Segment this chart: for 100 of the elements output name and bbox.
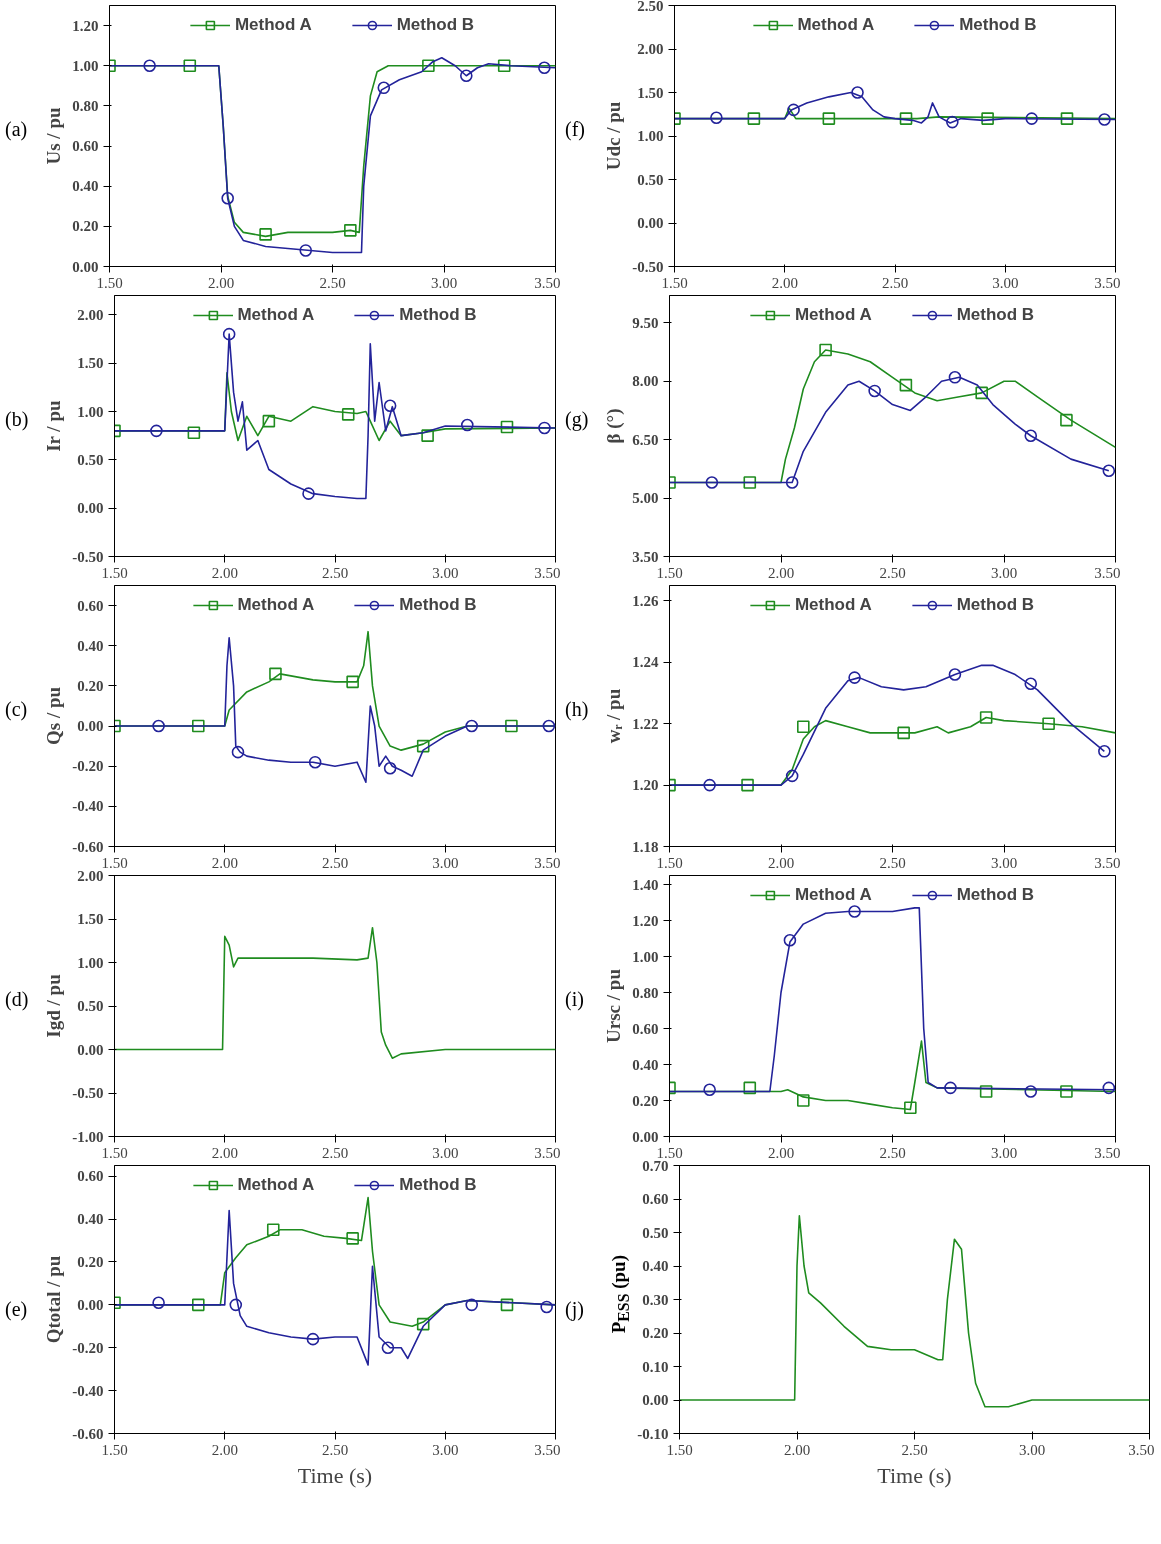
- y-tick-label: 0.60: [642, 1191, 669, 1207]
- x-tick-label: 2.50: [879, 854, 906, 871]
- x-tick-label: 2.00: [767, 854, 795, 871]
- point: [383, 761, 397, 775]
- legend-label: Method A: [794, 595, 872, 615]
- point: [904, 1101, 917, 1114]
- y-tick-label: 0.10: [642, 1358, 669, 1375]
- point: [538, 421, 551, 435]
- point: [421, 429, 434, 442]
- y-tick-label: 0.60: [77, 1168, 104, 1185]
- x-tick-label: 2.50: [321, 564, 349, 581]
- y-tick-label: 1.22: [632, 715, 659, 732]
- x-axis-title: Time (s): [877, 1462, 952, 1488]
- x-tick-label: 3.00: [990, 854, 1018, 871]
- point: [1060, 112, 1074, 125]
- y-tick-label: 0.00: [77, 1041, 104, 1058]
- y-tick-label: 0.00: [77, 1296, 104, 1313]
- y-axis-title: Ursc / pu: [603, 968, 625, 1043]
- point: [785, 476, 799, 489]
- point: [743, 1081, 757, 1095]
- y-axis-title: Us / pu: [43, 107, 65, 165]
- y-tick-label: 1.26: [632, 592, 659, 609]
- y-tick-label: 1.50: [637, 84, 664, 101]
- point: [944, 1081, 957, 1095]
- x-tick-label: 2.50: [319, 274, 346, 291]
- y-tick-label: -0.20: [72, 1339, 104, 1356]
- point: [819, 343, 832, 357]
- text: (g): [565, 407, 589, 433]
- y-tick-label: 0.40: [642, 1258, 669, 1274]
- y-tick-label: 1.20: [632, 912, 659, 929]
- x-axis-title: Time (s): [297, 1462, 373, 1488]
- y-tick-label: 1.00: [637, 128, 664, 144]
- y-tick-label: 0.20: [642, 1325, 669, 1341]
- y-tick-label: 0.60: [72, 138, 99, 155]
- text: (e): [5, 1297, 28, 1323]
- legend-label: Method A: [234, 15, 312, 35]
- x-tick-label: 2.50: [879, 1144, 906, 1161]
- y-tick-label: 0.20: [77, 1253, 104, 1270]
- point: [705, 476, 719, 489]
- text: (b): [5, 407, 29, 433]
- y-tick-label: -0.20: [72, 758, 104, 775]
- y-tick-label: 1.18: [632, 838, 659, 855]
- y-tick-label: 0.80: [632, 984, 659, 1001]
- y-tick-label: 3.50: [632, 548, 659, 565]
- y-tick-label: 0.40: [77, 637, 104, 654]
- text: (a): [5, 117, 28, 143]
- y-axis-title: Qtotal / pu: [43, 1255, 65, 1344]
- x-tick-label: 2.00: [767, 564, 795, 581]
- x-tick-label: 1.50: [101, 1441, 128, 1458]
- point: [269, 667, 282, 681]
- legend-label: Method B: [956, 305, 1035, 325]
- legend-label: Method A: [794, 305, 872, 325]
- x-tick-label: 3.50: [1094, 1144, 1121, 1161]
- y-tick-label: 0.20: [77, 677, 104, 694]
- y-axis-title: Qs / pu: [43, 686, 65, 746]
- y-tick-label: 1.00: [77, 954, 104, 971]
- y-tick-label: 2.00: [77, 306, 104, 323]
- x-tick-label: 1.50: [656, 854, 683, 871]
- y-tick-label: 2.50: [637, 0, 664, 14]
- y-axis-title: Ir / pu: [43, 400, 65, 452]
- x-tick-label: 2.00: [207, 274, 235, 291]
- point: [183, 59, 197, 73]
- point: [981, 112, 994, 125]
- point: [299, 244, 313, 257]
- point: [747, 112, 761, 125]
- x-tick-label: 2.00: [783, 1441, 811, 1458]
- x-tick-label: 1.50: [101, 564, 128, 581]
- point: [703, 1083, 716, 1096]
- point: [191, 719, 205, 733]
- x-tick-label: 3.50: [1094, 854, 1121, 871]
- y-axis-title: β (°): [603, 408, 626, 444]
- y-tick-label: 9.50: [632, 314, 659, 331]
- x-tick-label: 2.00: [211, 1144, 238, 1161]
- point: [538, 61, 551, 75]
- x-tick-label: 1.50: [101, 854, 128, 871]
- x-tick-label: 2.00: [211, 1441, 238, 1458]
- y-tick-label: -0.60: [72, 1425, 104, 1442]
- legend-label: Method B: [396, 15, 475, 35]
- x-tick-label: 3.50: [534, 564, 561, 581]
- y-tick-label: 1.20: [72, 17, 99, 34]
- point: [344, 224, 357, 237]
- point: [505, 719, 518, 733]
- text: (j): [565, 1297, 584, 1323]
- point: [461, 418, 474, 432]
- y-tick-label: -0.50: [72, 1085, 104, 1101]
- point: [787, 103, 800, 117]
- x-tick-label: 1.50: [656, 564, 683, 581]
- line-series: [114, 926, 556, 1059]
- point: [848, 905, 861, 918]
- y-tick-label: 0.50: [77, 998, 104, 1014]
- y-tick-label: -0.50: [632, 258, 664, 275]
- point: [191, 1298, 205, 1312]
- point: [383, 399, 397, 412]
- point: [465, 1298, 479, 1312]
- point: [229, 1298, 243, 1312]
- point: [785, 769, 799, 783]
- x-tick-label: 1.50: [96, 274, 123, 291]
- point: [1024, 429, 1038, 443]
- y-tick-label: -0.50: [72, 548, 104, 565]
- point: [465, 719, 479, 733]
